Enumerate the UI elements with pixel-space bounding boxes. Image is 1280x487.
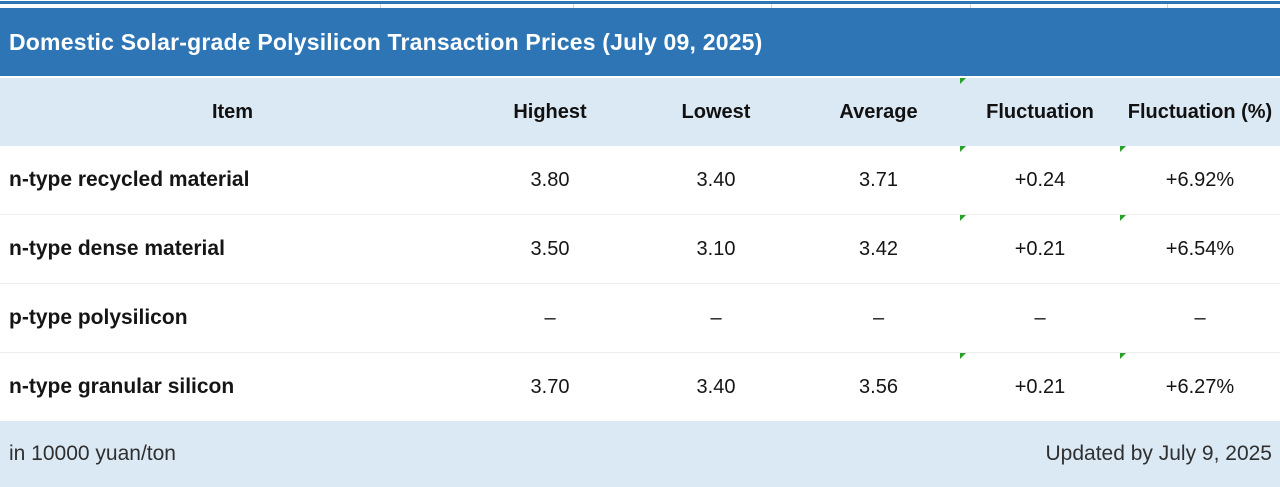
cell-lowest[interactable]: 3.40 (696, 375, 736, 398)
comment-marker-icon (960, 78, 966, 84)
cell-fluctuation-value: +0.21 (1014, 375, 1066, 398)
updated-label: Updated by July 9, 2025 (1045, 442, 1273, 465)
cell-fluctuation-value: +0.24 (1014, 168, 1066, 191)
cell-fluctuation[interactable]: +0.21 (960, 215, 1120, 283)
cell-item[interactable]: n-type recycled material (9, 168, 250, 191)
cell-fluctuation-pct[interactable]: – (1194, 306, 1206, 329)
cell-fluctuation-pct-value: +6.54% (1165, 237, 1235, 260)
cell-average[interactable]: 3.71 (859, 168, 898, 191)
comment-marker-icon (1120, 146, 1126, 152)
cell-lowest[interactable]: – (710, 306, 722, 329)
cell-fluctuation-pct[interactable]: +6.54% (1120, 215, 1280, 283)
header-fluctuation-label: Fluctuation (986, 101, 1094, 123)
cell-average[interactable]: 3.42 (859, 237, 898, 260)
cell-highest[interactable]: 3.70 (530, 375, 570, 398)
cell-fluctuation-pct[interactable]: +6.27% (1120, 353, 1280, 421)
header-fluctuation-pct[interactable]: Fluctuation (%) (1127, 101, 1273, 123)
comment-marker-icon (960, 353, 966, 359)
comment-marker-icon (960, 146, 966, 152)
gridline-tick (771, 4, 772, 8)
cell-item[interactable]: n-type granular silicon (9, 375, 235, 398)
table-footer: in 10000 yuan/ton Updated by July 9, 202… (0, 421, 1280, 487)
cell-lowest[interactable]: 3.40 (696, 168, 736, 191)
comment-marker-icon (960, 215, 966, 221)
cell-highest[interactable]: – (544, 306, 556, 329)
comment-marker-icon (1120, 215, 1126, 221)
header-fluctuation[interactable]: Fluctuation (960, 78, 1120, 146)
cell-item[interactable]: n-type dense material (9, 237, 225, 260)
comment-marker-icon (1120, 353, 1126, 359)
gridline-tick (1167, 4, 1168, 8)
gridline-tick (380, 4, 381, 8)
unit-label: in 10000 yuan/ton (9, 442, 176, 465)
gridline-tick (970, 4, 971, 8)
cell-highest[interactable]: 3.80 (530, 168, 570, 191)
top-decoration-band (0, 0, 1280, 8)
cell-fluctuation[interactable]: +0.21 (960, 353, 1120, 421)
table-row: n-type recycled material 3.80 3.40 3.71 … (0, 146, 1280, 215)
cell-average[interactable]: – (872, 306, 885, 329)
cell-fluctuation-pct-value: +6.27% (1165, 375, 1235, 398)
cell-lowest[interactable]: 3.10 (696, 237, 736, 260)
cell-fluctuation-value: +0.21 (1014, 237, 1066, 260)
table-row: n-type dense material 3.50 3.10 3.42 +0.… (0, 215, 1280, 284)
table-row: n-type granular silicon 3.70 3.40 3.56 +… (0, 353, 1280, 421)
cell-fluctuation-pct-value: +6.92% (1165, 168, 1235, 191)
cell-average[interactable]: 3.56 (859, 375, 898, 398)
cell-highest[interactable]: 3.50 (530, 237, 570, 260)
header-lowest[interactable]: Lowest (681, 101, 751, 123)
table-header-row: Item Highest Lowest Average Fluctuation … (0, 78, 1280, 146)
cell-fluctuation[interactable]: +0.24 (960, 146, 1120, 214)
header-highest[interactable]: Highest (513, 101, 587, 123)
gridline-tick (573, 4, 574, 8)
table-title: Domestic Solar-grade Polysilicon Transac… (9, 28, 763, 55)
cell-item[interactable]: p-type polysilicon (9, 306, 188, 329)
table-title-bar[interactable]: Domestic Solar-grade Polysilicon Transac… (0, 8, 1280, 76)
top-blue-strip (0, 1, 1280, 4)
header-item[interactable]: Item (211, 101, 254, 123)
table-row: p-type polysilicon – – – – – (0, 284, 1280, 353)
cell-fluctuation-pct[interactable]: +6.92% (1120, 146, 1280, 214)
header-average[interactable]: Average (839, 101, 918, 123)
cell-fluctuation[interactable]: – (1034, 306, 1046, 329)
